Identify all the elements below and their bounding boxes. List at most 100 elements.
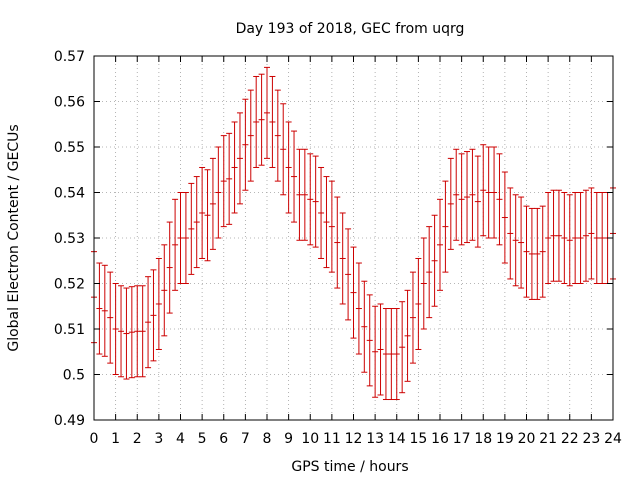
error-bar <box>512 194 519 287</box>
error-bar <box>258 73 265 166</box>
error-bar <box>382 308 389 401</box>
error-bar <box>404 289 411 382</box>
x-tick-label: 8 <box>263 431 272 447</box>
error-bar <box>134 285 141 378</box>
error-bar <box>426 226 433 319</box>
error-bar <box>480 144 487 237</box>
error-bar <box>561 192 568 284</box>
x-tick-label: 24 <box>604 431 622 447</box>
error-bar <box>334 196 341 289</box>
x-tick-label: 18 <box>474 431 492 447</box>
x-tick-label: 13 <box>366 431 384 447</box>
x-tick-label: 11 <box>323 431 341 447</box>
error-bar <box>215 146 222 239</box>
error-bar <box>220 135 227 228</box>
error-bar <box>372 305 379 398</box>
error-bar <box>485 146 492 239</box>
x-tick-label: 16 <box>431 431 449 447</box>
x-tick-label: 21 <box>539 431 557 447</box>
x-tick-label: 23 <box>582 431 600 447</box>
error-bar <box>523 205 530 298</box>
error-bar <box>491 146 498 239</box>
error-bar <box>161 244 168 337</box>
error-bar <box>599 192 606 284</box>
error-bar <box>182 192 189 284</box>
error-bar <box>323 176 330 269</box>
error-bar <box>226 132 233 225</box>
error-bar <box>588 187 595 280</box>
error-bar <box>199 166 206 259</box>
error-bar <box>231 121 238 214</box>
error-bar <box>350 246 357 339</box>
chart-title: Day 193 of 2018, GEC from uqrg <box>236 21 465 37</box>
error-bar <box>355 262 362 355</box>
error-bar <box>474 155 481 248</box>
x-tick-label: 12 <box>345 431 363 447</box>
error-bar <box>209 157 216 250</box>
error-bar <box>420 237 427 330</box>
error-bar <box>307 153 314 246</box>
error-bar <box>204 169 211 262</box>
error-bar <box>339 212 346 305</box>
x-tick-label: 4 <box>176 431 185 447</box>
axis-ticks: 0 1 2 3 4 5 6 7 8 9 10 11 12 13 14 15 16 17 18 19 20 21 22 23 24… <box>54 49 622 447</box>
error-bar <box>577 192 584 284</box>
error-bar <box>593 192 600 284</box>
y-tick-label: 0.51 <box>54 322 85 338</box>
error-bar <box>442 180 449 273</box>
error-bar <box>469 148 476 241</box>
error-bar <box>388 308 395 401</box>
x-tick-label: 7 <box>241 431 250 447</box>
error-bar <box>172 198 179 291</box>
x-tick-label: 10 <box>301 431 319 447</box>
y-axis-label: Global Electron Content / GECUs <box>6 124 22 351</box>
error-bar <box>431 214 438 307</box>
error-bar <box>496 153 503 246</box>
error-bar <box>377 303 384 396</box>
error-bar <box>155 257 162 350</box>
error-bar <box>236 112 243 205</box>
error-bar <box>193 176 200 269</box>
error-bar <box>285 121 292 214</box>
x-tick-label: 6 <box>219 431 228 447</box>
y-tick-label: 0.54 <box>54 186 85 202</box>
error-bar <box>501 171 508 264</box>
error-bar <box>96 262 103 355</box>
error-bar <box>123 287 130 380</box>
error-bar <box>188 182 195 275</box>
error-bar <box>280 103 287 196</box>
error-bar <box>101 264 108 357</box>
x-axis-label: GPS time / hours <box>291 459 408 475</box>
error-bar <box>247 89 254 182</box>
y-tick-label: 0.52 <box>54 277 85 293</box>
error-bar <box>534 207 541 300</box>
error-bar <box>582 189 589 282</box>
error-bar <box>112 283 119 375</box>
x-tick-label: 20 <box>518 431 536 447</box>
error-bar <box>253 75 260 168</box>
error-bar <box>507 187 514 280</box>
y-tick-label: 0.5 <box>63 368 85 384</box>
error-bar <box>453 148 460 241</box>
data-series <box>91 66 616 401</box>
error-bar <box>118 285 125 378</box>
error-bar <box>139 285 146 378</box>
x-tick-label: 5 <box>198 431 207 447</box>
error-bar <box>150 269 157 362</box>
error-bar <box>361 280 368 373</box>
x-tick-label: 19 <box>496 431 514 447</box>
x-tick-label: 9 <box>284 431 293 447</box>
x-tick-label: 1 <box>111 431 120 447</box>
error-bar <box>296 148 303 241</box>
x-tick-label: 17 <box>453 431 471 447</box>
error-bar <box>458 153 465 246</box>
error-bar <box>128 286 135 379</box>
error-bar <box>415 257 422 350</box>
error-bar <box>528 207 535 300</box>
error-bar <box>145 276 152 369</box>
error-bar <box>393 308 400 401</box>
y-tick-label: 0.55 <box>54 140 85 156</box>
